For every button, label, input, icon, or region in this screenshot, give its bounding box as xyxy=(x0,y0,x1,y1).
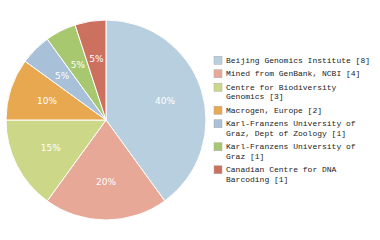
legend-label: Beijing Genomics Institute [8] xyxy=(226,56,370,65)
legend-label-line: Karl-Franzens University of xyxy=(226,142,356,151)
legend-label-line: Canadian Centre for DNA xyxy=(226,165,337,174)
pie xyxy=(6,20,206,220)
legend-label-line: Barcoding [1] xyxy=(226,175,288,184)
legend-swatch xyxy=(214,120,222,128)
legend-item: Mined from GenBank, NCBI [4] xyxy=(214,69,360,78)
data-label: 5% xyxy=(55,71,70,81)
legend-label-line: Genomics [3] xyxy=(226,92,284,101)
data-label: 10% xyxy=(37,96,57,106)
legend-item: Beijing Genomics Institute [8] xyxy=(214,56,370,65)
legend-label: Karl-Franzens University ofGraz, Dept of… xyxy=(226,119,356,138)
legend-label-line: Centre for Biodiversity xyxy=(226,83,337,92)
legend-swatch xyxy=(214,143,222,151)
data-label: 5% xyxy=(71,60,86,70)
legend-label: Macrogen, Europe [2] xyxy=(226,106,322,115)
legend-swatch xyxy=(214,83,222,91)
data-labels: 40%20%15%10%5%5%5% xyxy=(37,54,175,187)
data-label: 20% xyxy=(96,177,116,187)
legend-label-line: Karl-Franzens University of xyxy=(226,119,356,128)
legend-item: Centre for BiodiversityGenomics [3] xyxy=(214,83,337,102)
legend-item: Macrogen, Europe [2] xyxy=(214,106,322,115)
legend: Beijing Genomics Institute [8] Mined from… xyxy=(214,56,370,184)
pie-slice xyxy=(6,120,106,201)
legend-swatch xyxy=(214,166,222,174)
data-label: 15% xyxy=(41,143,61,153)
legend-item: Karl-Franzens University ofGraz, Dept of… xyxy=(214,119,356,138)
legend-item: Canadian Centre for DNABarcoding [1] xyxy=(214,165,337,184)
legend-label-line: Macrogen, Europe [2] xyxy=(226,106,322,115)
legend-label-line: Graz [1] xyxy=(226,152,264,161)
data-label: 40% xyxy=(155,96,175,106)
legend-label: Mined from GenBank, NCBI [4] xyxy=(226,69,360,78)
chart: 40%20%15%10%5%5%5%Beijing Genomics Insti… xyxy=(0,0,380,240)
legend-label: Canadian Centre for DNABarcoding [1] xyxy=(226,165,337,184)
legend-label: Centre for BiodiversityGenomics [3] xyxy=(226,83,337,102)
data-label: 5% xyxy=(89,54,104,64)
legend-label-line: Graz, Dept of Zoology [1] xyxy=(226,129,346,138)
legend-label-line: Beijing Genomics Institute [8] xyxy=(226,56,370,65)
pie-slice xyxy=(75,20,106,120)
legend-swatch xyxy=(214,56,222,64)
legend-label: Karl-Franzens University ofGraz [1] xyxy=(226,142,356,161)
legend-swatch xyxy=(214,70,222,78)
legend-item: Karl-Franzens University ofGraz [1] xyxy=(214,142,356,161)
legend-label-line: Mined from GenBank, NCBI [4] xyxy=(226,69,360,78)
legend-swatch xyxy=(214,106,222,114)
